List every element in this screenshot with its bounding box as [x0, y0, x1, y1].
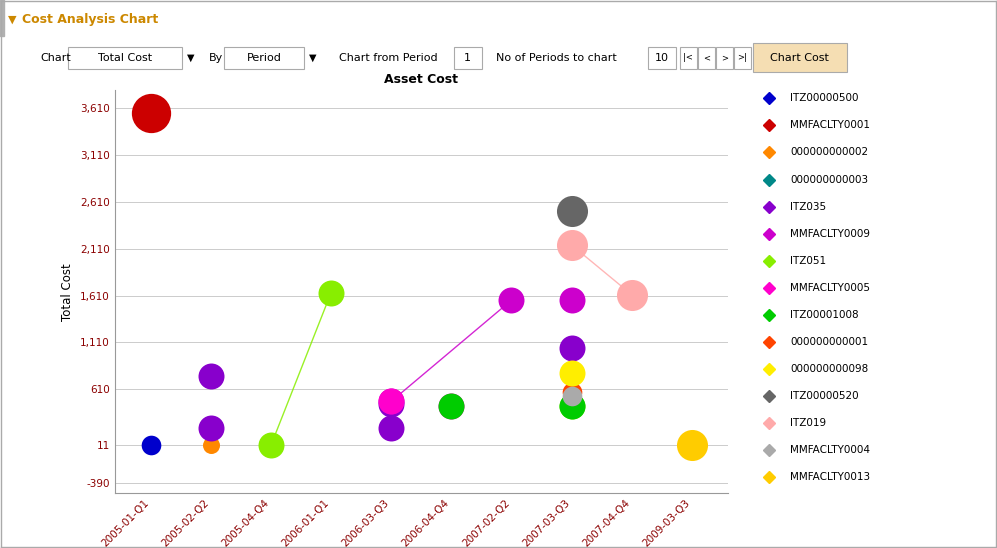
- Point: [563, 344, 579, 352]
- Text: ▼: ▼: [309, 53, 317, 62]
- Text: |<: |<: [684, 53, 693, 62]
- Point: [323, 288, 339, 297]
- Text: Cost Analysis Chart: Cost Analysis Chart: [22, 13, 159, 26]
- Point: [143, 441, 159, 450]
- FancyBboxPatch shape: [680, 47, 697, 68]
- FancyBboxPatch shape: [648, 47, 676, 68]
- Text: Chart Cost: Chart Cost: [770, 53, 830, 62]
- Point: [383, 397, 399, 406]
- Text: MMFACLTY0005: MMFACLTY0005: [791, 283, 870, 293]
- Text: ▼: ▼: [187, 53, 195, 62]
- Point: [624, 290, 640, 299]
- Text: No of Periods to chart: No of Periods to chart: [496, 53, 616, 62]
- Text: ITZ00000500: ITZ00000500: [791, 93, 858, 104]
- Point: [684, 441, 700, 450]
- Text: ITZ035: ITZ035: [791, 202, 827, 212]
- Text: Chart from Period: Chart from Period: [339, 53, 438, 62]
- Text: <: <: [703, 53, 710, 62]
- Text: 000000000001: 000000000001: [791, 337, 868, 347]
- Text: Chart: Chart: [40, 53, 71, 62]
- Text: ▼: ▼: [8, 15, 17, 25]
- FancyBboxPatch shape: [734, 47, 751, 68]
- Point: [563, 402, 579, 410]
- Point: [143, 109, 159, 117]
- Point: [202, 372, 218, 380]
- Text: Total Cost: Total Cost: [98, 53, 153, 62]
- Text: ITZ051: ITZ051: [791, 256, 827, 266]
- Text: Period: Period: [247, 53, 281, 62]
- Y-axis label: Total Cost: Total Cost: [62, 263, 75, 321]
- FancyBboxPatch shape: [454, 47, 482, 68]
- Point: [202, 427, 218, 436]
- Point: [202, 441, 218, 450]
- Point: [563, 296, 579, 305]
- Text: 000000000003: 000000000003: [791, 174, 868, 185]
- Text: MMFACLTY0001: MMFACLTY0001: [791, 121, 870, 130]
- Text: MMFACLTY0013: MMFACLTY0013: [791, 472, 870, 482]
- Point: [503, 296, 519, 305]
- Text: 000000000002: 000000000002: [791, 147, 868, 157]
- Text: >|: >|: [738, 53, 747, 62]
- Point: [383, 397, 399, 406]
- Text: MMFACLTY0004: MMFACLTY0004: [791, 445, 870, 455]
- Point: [202, 423, 218, 432]
- Text: ITZ00001008: ITZ00001008: [791, 310, 858, 320]
- Bar: [0, 0, 4, 36]
- Point: [563, 387, 579, 396]
- Point: [563, 369, 579, 378]
- Text: >: >: [721, 53, 728, 62]
- Text: By: By: [209, 53, 223, 62]
- FancyBboxPatch shape: [68, 47, 182, 68]
- Point: [563, 402, 579, 410]
- Text: MMFACLTY0009: MMFACLTY0009: [791, 229, 870, 238]
- Point: [263, 441, 279, 450]
- Point: [444, 402, 460, 410]
- Point: [563, 391, 579, 400]
- Point: [563, 207, 579, 216]
- Text: ITZ019: ITZ019: [791, 418, 827, 428]
- FancyBboxPatch shape: [753, 43, 847, 72]
- Text: 1: 1: [464, 53, 472, 62]
- FancyBboxPatch shape: [716, 47, 733, 68]
- FancyBboxPatch shape: [698, 47, 715, 68]
- Point: [444, 402, 460, 410]
- Point: [563, 241, 579, 249]
- Text: ITZ00000520: ITZ00000520: [791, 391, 858, 401]
- Point: [383, 423, 399, 432]
- Title: Asset Cost: Asset Cost: [384, 73, 459, 87]
- Text: 000000000098: 000000000098: [791, 364, 868, 374]
- Point: [383, 400, 399, 409]
- Text: 10: 10: [655, 53, 669, 62]
- FancyBboxPatch shape: [224, 47, 304, 68]
